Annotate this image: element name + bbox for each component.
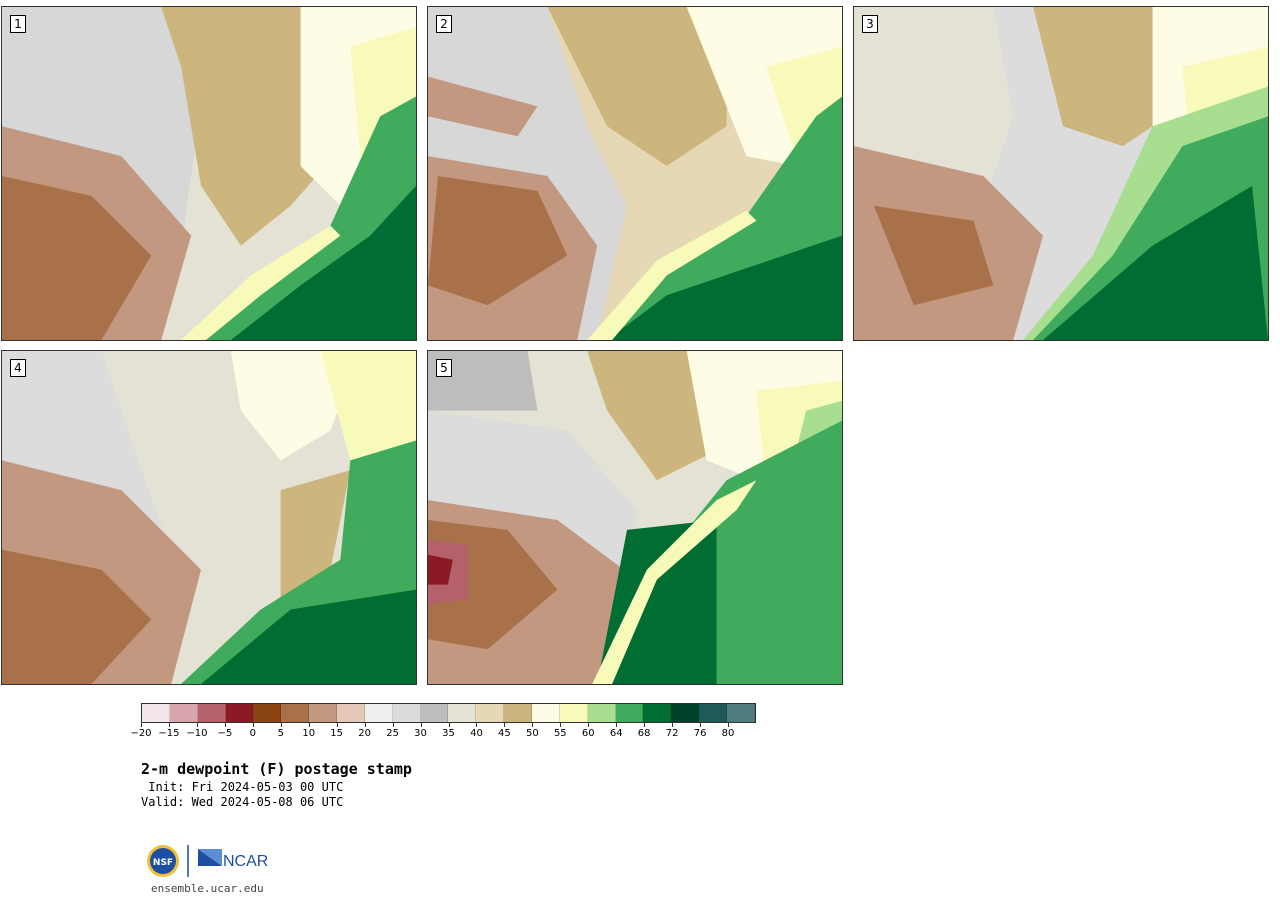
colorbar-tick	[672, 723, 674, 727]
panel-label: 3	[862, 15, 878, 33]
colorbar-tick	[644, 723, 646, 727]
colorbar-segment	[448, 704, 477, 722]
colorbar-segment	[699, 704, 728, 722]
colorbar-tick-label: −20	[130, 728, 152, 739]
website-url: ensemble.ucar.edu	[151, 882, 264, 895]
nsf-logo-text: NSF	[153, 858, 173, 868]
member-2-map: 2	[427, 6, 843, 341]
colorbar-tick-label: 10	[302, 728, 316, 739]
colorbar-tick-label: −5	[217, 728, 233, 739]
colorbar-tick	[336, 723, 338, 727]
colorbar-segment	[281, 704, 310, 722]
colorbar-segment	[559, 704, 588, 722]
colorbar-tick	[532, 723, 534, 727]
colorbar-segment	[169, 704, 198, 722]
colorbar-tick-label: 40	[470, 728, 483, 739]
colorbar-tick-label: 55	[553, 728, 567, 739]
dewpoint-map	[428, 7, 842, 340]
colorbar-tick-label: 25	[386, 728, 399, 739]
colorbar-tick	[141, 723, 142, 727]
panel-label: 4	[10, 359, 26, 377]
colorbar-segment	[504, 704, 533, 722]
ncar-logo-text: NCAR	[223, 853, 268, 870]
dewpoint-map	[2, 351, 416, 684]
colorbar-tick	[700, 723, 702, 727]
init-time: Init: Fri 2024-05-03 00 UTC	[141, 780, 344, 794]
colorbar-segment	[337, 704, 365, 722]
colorbar-tick-label: 15	[330, 728, 344, 739]
colorbar-tick-label: 45	[498, 728, 511, 739]
colorbar-tick	[196, 723, 198, 727]
colorbar-segment	[253, 704, 282, 722]
dewpoint-colorbar	[141, 703, 756, 723]
colorbar-tick	[168, 723, 170, 727]
panel-label: 5	[436, 359, 452, 377]
colorbar-tick-label: 64	[609, 728, 623, 739]
colorbar-tick	[616, 723, 618, 727]
colorbar-segment	[420, 704, 449, 722]
colorbar-segment	[671, 704, 700, 722]
colorbar-tick-label: −15	[158, 728, 180, 739]
colorbar-tick-label: 5	[277, 728, 284, 739]
plot-title: 2-m dewpoint (F) postage stamp	[141, 760, 412, 778]
colorbar-segment	[643, 704, 672, 722]
colorbar-segment	[142, 704, 170, 722]
colorbar-ticks: −20 −15 −10 −5 0 5 10 15 20 25 30 35 40 45 50 55 60 64 68 7…	[130, 723, 756, 743]
colorbar-segment	[615, 704, 644, 722]
member-5-map: 5	[427, 350, 843, 685]
colorbar-tick	[728, 723, 730, 727]
colorbar-segment	[727, 704, 755, 722]
colorbar-tick	[448, 723, 450, 727]
colorbar-tick	[224, 723, 226, 727]
colorbar-tick	[252, 723, 254, 727]
colorbar-tick	[308, 723, 310, 727]
dewpoint-map	[854, 7, 1268, 340]
dewpoint-map	[2, 7, 416, 340]
colorbar-tick-label: 80	[721, 728, 735, 739]
colorbar-tick	[420, 723, 422, 727]
colorbar-tick-label: 60	[581, 728, 595, 739]
colorbar-tick-label: 35	[442, 728, 455, 739]
colorbar-segment	[476, 704, 505, 722]
logo-graphic: NSF NCAR	[147, 845, 268, 877]
member-3-map: 3	[853, 6, 1269, 341]
dewpoint-map	[428, 351, 842, 684]
panel-label: 2	[436, 15, 452, 33]
member-4-map: 4	[1, 350, 417, 685]
colorbar-tick-label: 72	[665, 728, 679, 739]
colorbar-segment	[587, 704, 616, 722]
colorbar-tick-label: 20	[358, 728, 371, 739]
colorbar-segment	[309, 704, 338, 722]
panel-label: 1	[10, 15, 26, 33]
colorbar-segment	[364, 704, 393, 722]
colorbar-tick-label: 76	[693, 728, 707, 739]
colorbar-tick	[588, 723, 590, 727]
colorbar-tick-label: 68	[637, 728, 651, 739]
member-1-map: 1	[1, 6, 417, 341]
colorbar-segment	[392, 704, 421, 722]
nsf-ncar-logo: NSF NCAR	[145, 843, 275, 881]
colorbar-tick-label: 50	[525, 728, 539, 739]
colorbar-tick	[280, 723, 282, 727]
colorbar-tick-label: 30	[414, 728, 427, 739]
colorbar-tick	[504, 723, 506, 727]
valid-time: Valid: Wed 2024-05-08 06 UTC	[141, 795, 344, 809]
colorbar-segment	[197, 704, 226, 722]
colorbar-segment	[532, 704, 560, 722]
colorbar-segment	[225, 704, 254, 722]
colorbar-tick	[364, 723, 366, 727]
colorbar-tick	[476, 723, 478, 727]
colorbar-tick	[392, 723, 394, 727]
colorbar-tick-label: 0	[249, 728, 256, 739]
colorbar-tick	[560, 723, 562, 727]
colorbar-tick-label: −10	[186, 728, 208, 739]
